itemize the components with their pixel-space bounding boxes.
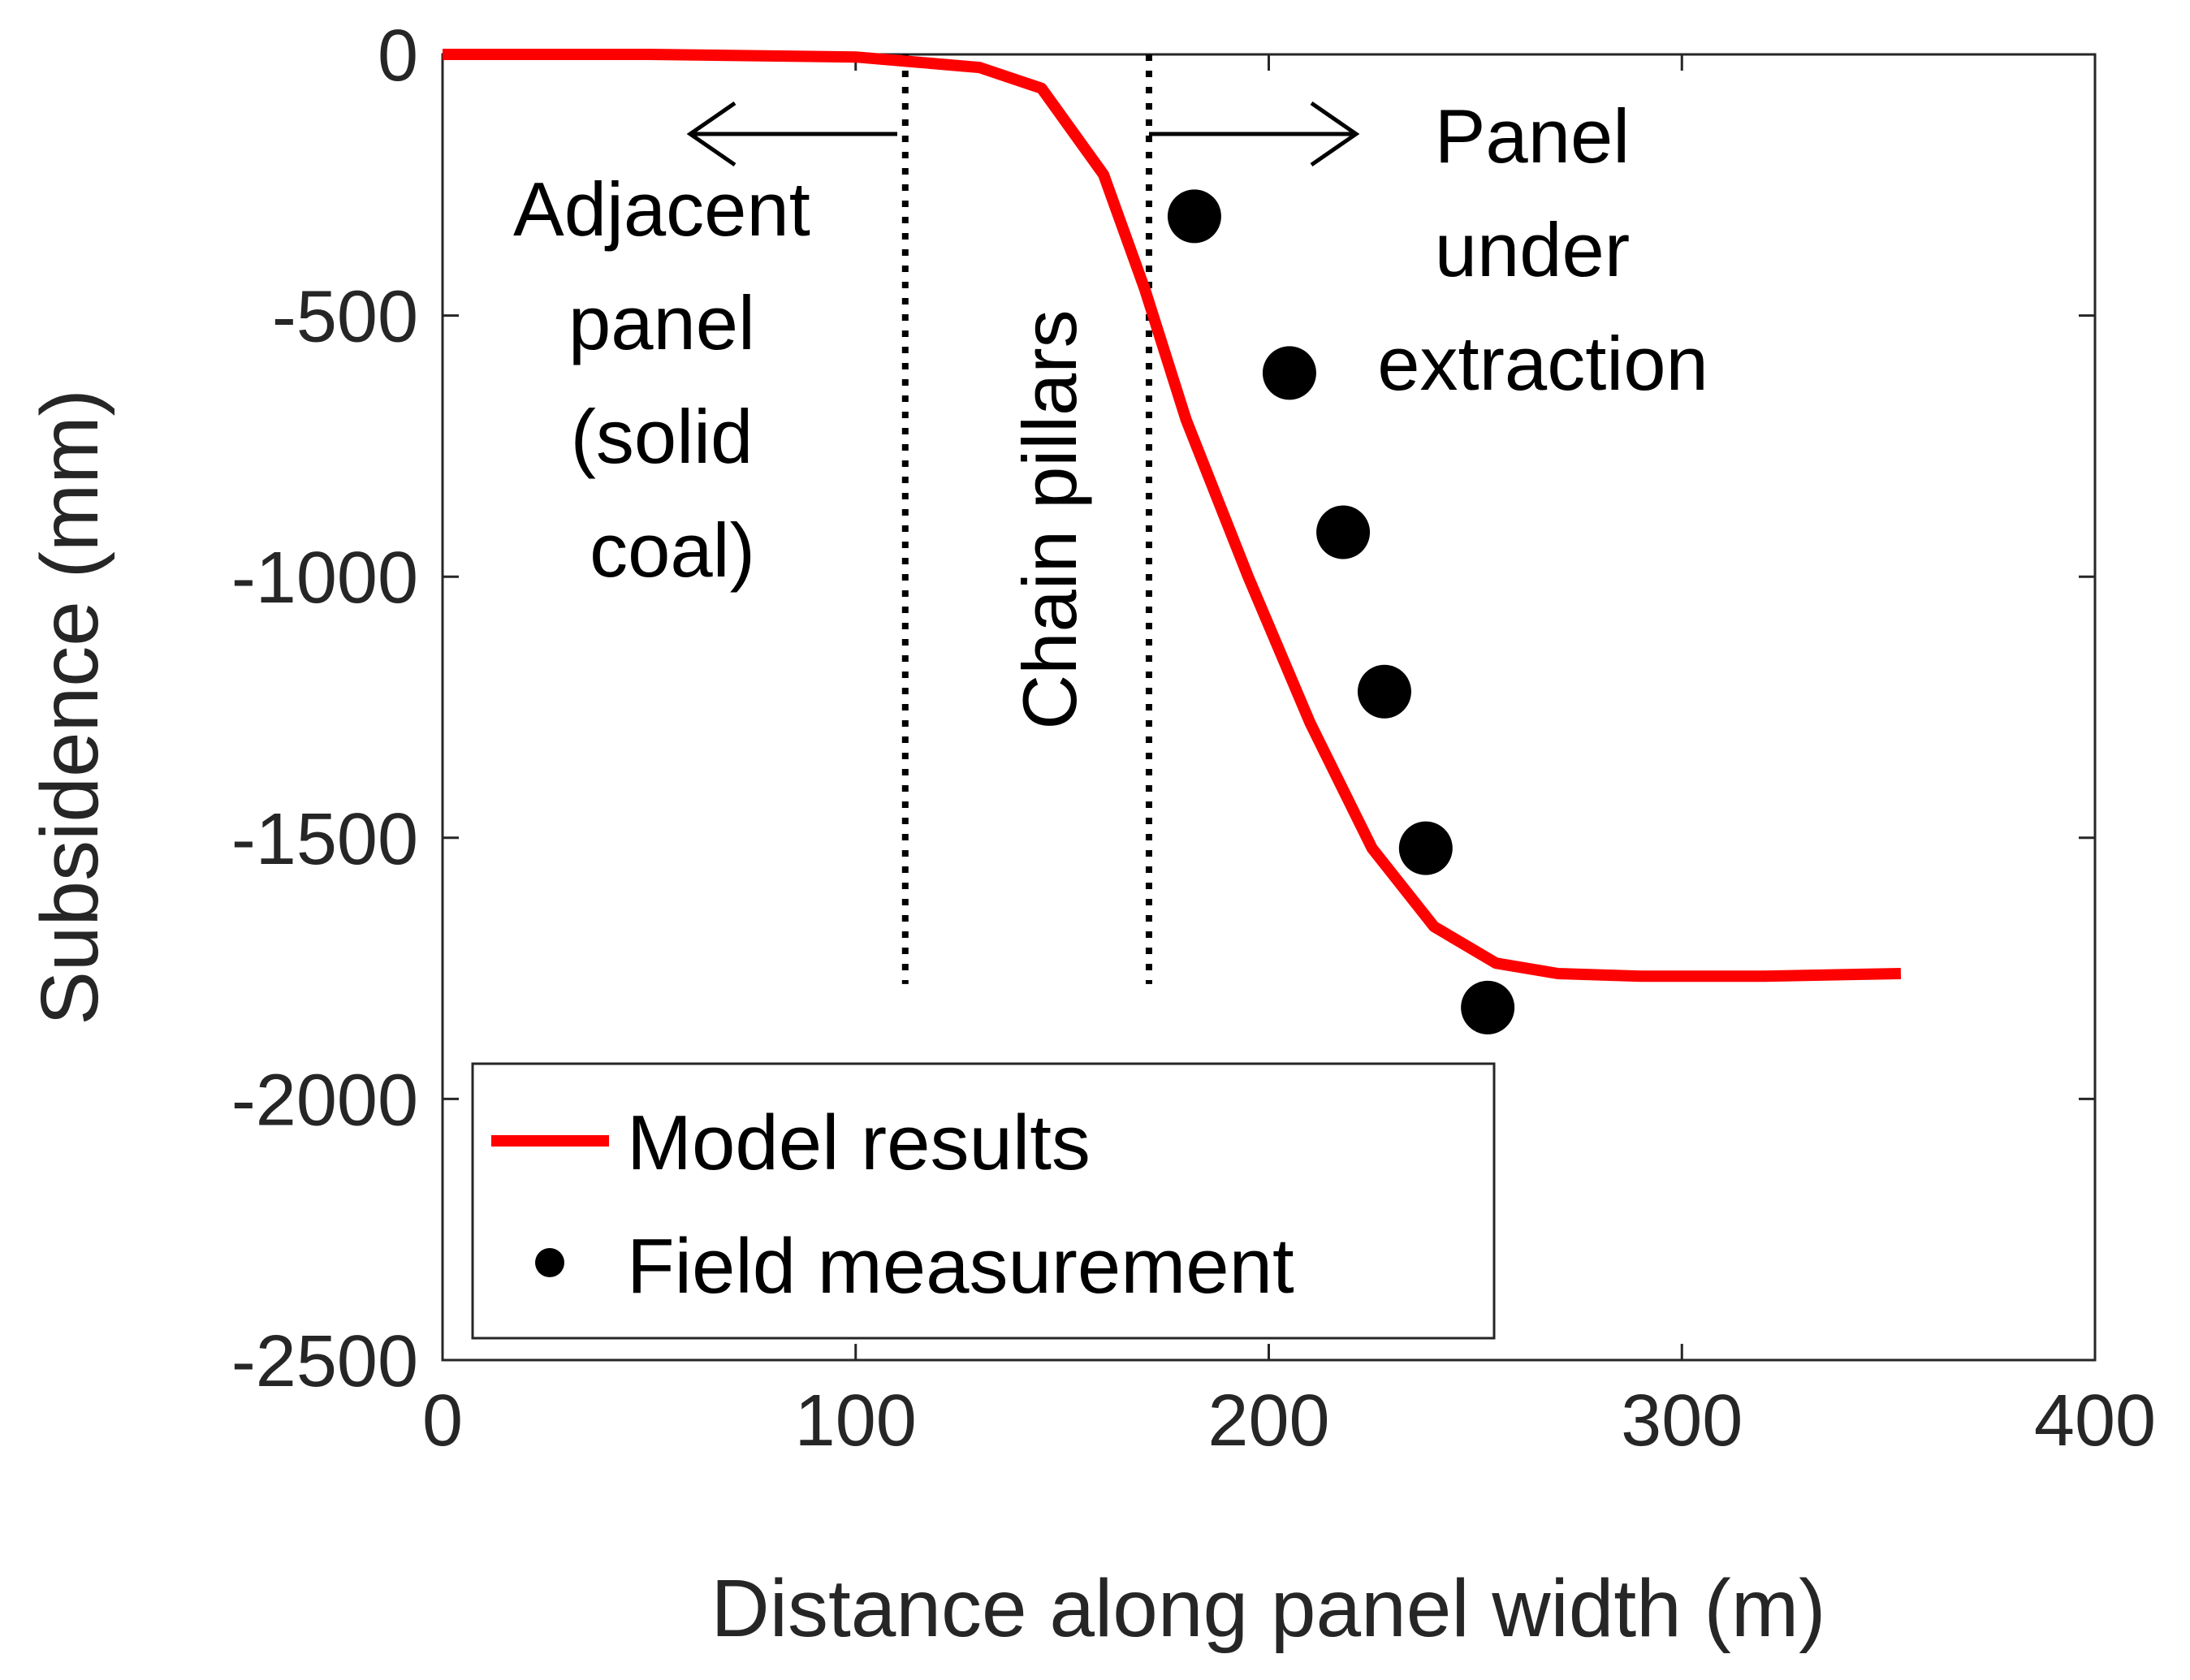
annotation-line: under — [1435, 207, 1630, 292]
annotation-adjacent-text: Adjacent panel (solid coal) — [513, 166, 832, 593]
annotation-line: Adjacent — [513, 166, 810, 252]
x-axis-title: Distance along panel width (m) — [711, 1563, 1826, 1654]
field-measurement-point — [1262, 346, 1316, 400]
model-results-line — [443, 49, 1902, 983]
x-tick-label: 400 — [2034, 1380, 2156, 1462]
field-measurement-point — [1461, 980, 1515, 1034]
y-tick-label: -500 — [272, 277, 418, 358]
annotation-panel-under-extraction: Panel under extraction — [1149, 93, 1708, 406]
left-arrow-head — [686, 101, 736, 167]
legend-label-model: Model results — [627, 1099, 1091, 1186]
x-tick-label: 200 — [1207, 1380, 1329, 1462]
legend: Model results Field measurement — [471, 1062, 1496, 1340]
right-arrow-head — [1310, 101, 1360, 167]
y-tick-label: -1500 — [231, 799, 418, 880]
annotation-panel-text: Panel under extraction — [1377, 93, 1708, 406]
x-tick-label: 0 — [422, 1380, 463, 1462]
annotation-chain-pillars: Chain pillars — [1007, 309, 1092, 729]
annotation-line: Panel — [1435, 93, 1630, 179]
field-measurement-point — [1167, 189, 1221, 244]
annotation-adjacent-panel: Adjacent panel (solid coal) — [513, 101, 897, 593]
legend-box — [471, 1062, 1496, 1340]
legend-label-field: Field measurement — [627, 1223, 1294, 1310]
field-measurement-point — [1398, 821, 1453, 875]
y-axis: 0 -500 -1000 -1500 -2000 -2500 — [231, 15, 2095, 1402]
annotation-line: coal) — [590, 507, 755, 593]
y-tick-label: -1000 — [231, 538, 418, 619]
y-tick-label: -2500 — [231, 1321, 418, 1402]
x-axis: 0 100 200 300 400 — [422, 54, 2156, 1462]
y-tick-label: -2000 — [231, 1060, 418, 1141]
x-tick-label: 100 — [795, 1380, 917, 1462]
annotation-line: extraction — [1377, 321, 1708, 406]
y-tick-label: 0 — [378, 15, 418, 97]
annotation-line: (solid — [571, 394, 754, 479]
annotation-line: panel — [568, 280, 755, 365]
field-measurement-point — [1316, 505, 1371, 559]
field-measurement-point — [1357, 664, 1411, 719]
legend-marker-swatch — [535, 1248, 564, 1277]
field-measurement-points — [1167, 189, 1515, 1034]
x-tick-label: 300 — [1621, 1380, 1743, 1462]
y-axis-title: Subsidence (mm) — [24, 389, 115, 1026]
